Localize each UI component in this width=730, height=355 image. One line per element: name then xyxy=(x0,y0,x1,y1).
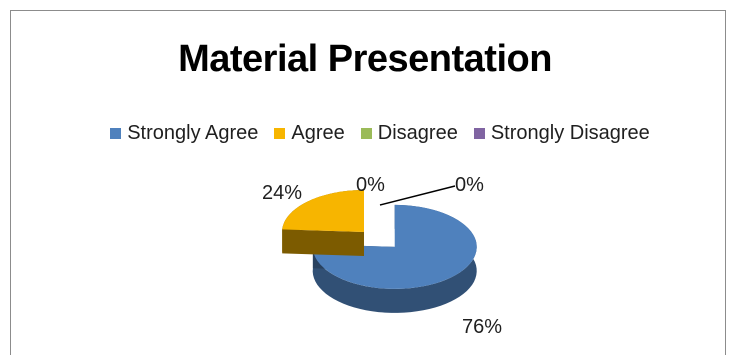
chart-title: Material Presentation xyxy=(178,38,552,80)
pie-slices xyxy=(282,190,477,313)
legend-swatch-agree xyxy=(274,128,286,139)
legend-label-strongly-disagree: Strongly Disagree xyxy=(490,122,650,144)
pie-slice-top-strongly-agree xyxy=(312,204,477,289)
legend: Strongly Agree Agree Disagree Strongly D… xyxy=(0,122,730,145)
legend-swatch-strongly-disagree xyxy=(473,128,485,139)
legend-label-disagree: Disagree xyxy=(377,122,458,144)
data-label-disagree: 0% xyxy=(356,174,385,196)
pie-slice-agree xyxy=(282,190,364,256)
legend-item-strongly-agree: Strongly Agree xyxy=(110,122,258,145)
data-label-strongly-disagree: 0% xyxy=(455,174,484,196)
legend-swatch-strongly-agree xyxy=(110,128,122,139)
pie-slice-cut-agree-0 xyxy=(282,229,364,256)
legend-label-strongly-agree: Strongly Agree xyxy=(127,122,259,144)
legend-item-disagree: Disagree xyxy=(360,122,458,145)
legend-swatch-disagree xyxy=(360,128,372,139)
leader-line xyxy=(379,185,456,206)
legend-item-strongly-disagree: Strongly Disagree xyxy=(473,122,650,145)
data-label-agree: 24% xyxy=(262,182,302,204)
pie-slice-top-agree xyxy=(282,190,364,232)
legend-label-agree: Agree xyxy=(291,122,345,144)
legend-item-agree: Agree xyxy=(274,122,345,145)
data-label-strongly-agree: 76% xyxy=(462,316,502,338)
